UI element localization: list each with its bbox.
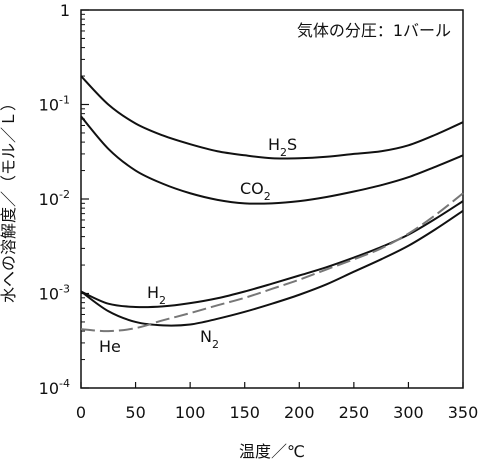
- series-label-co2: CO2: [240, 179, 271, 203]
- x-tick-label: 50: [125, 403, 145, 422]
- y-axis-ticks: 1 10-1 10-2 10-3 10-4: [39, 1, 89, 398]
- pressure-annotation: 気体の分圧：1バール: [297, 21, 451, 40]
- series-line-he: [80, 192, 464, 333]
- series-lines: [80, 75, 464, 333]
- plot-frame: [80, 9, 464, 389]
- x-tick-label: 200: [284, 403, 315, 422]
- x-axis-ticks: 0 50 100 150 200 250 300 350: [76, 382, 478, 422]
- series-labels: H2S CO2 H2 N2 He: [99, 135, 297, 356]
- series-label-n2: N2: [200, 327, 219, 351]
- x-tick-label: 150: [229, 403, 260, 422]
- y-tick-label: 10-2: [39, 188, 70, 209]
- x-axis-label: 温度／℃: [239, 442, 305, 461]
- x-tick-label: 100: [175, 403, 206, 422]
- y-tick-label: 1: [60, 1, 70, 20]
- x-tick-label: 350: [448, 403, 479, 422]
- y-axis-label: 水への溶解度／（モル／Ｌ）: [0, 95, 18, 303]
- x-tick-label: 250: [339, 403, 370, 422]
- series-line-h2: [80, 200, 464, 309]
- x-tick-label: 0: [76, 403, 86, 422]
- y-tick-label: 10-4: [39, 377, 70, 398]
- y-tick-label: 10-3: [39, 283, 70, 304]
- series-line-n2: [80, 209, 464, 327]
- series-label-h2s: H2S: [268, 135, 297, 159]
- series-line-co2: [80, 115, 464, 205]
- series-label-h2: H2: [147, 283, 166, 307]
- x-tick-label: 300: [393, 403, 424, 422]
- series-label-he: He: [99, 337, 121, 356]
- series-line-h2s: [80, 75, 464, 160]
- y-tick-label: 10-1: [39, 94, 70, 115]
